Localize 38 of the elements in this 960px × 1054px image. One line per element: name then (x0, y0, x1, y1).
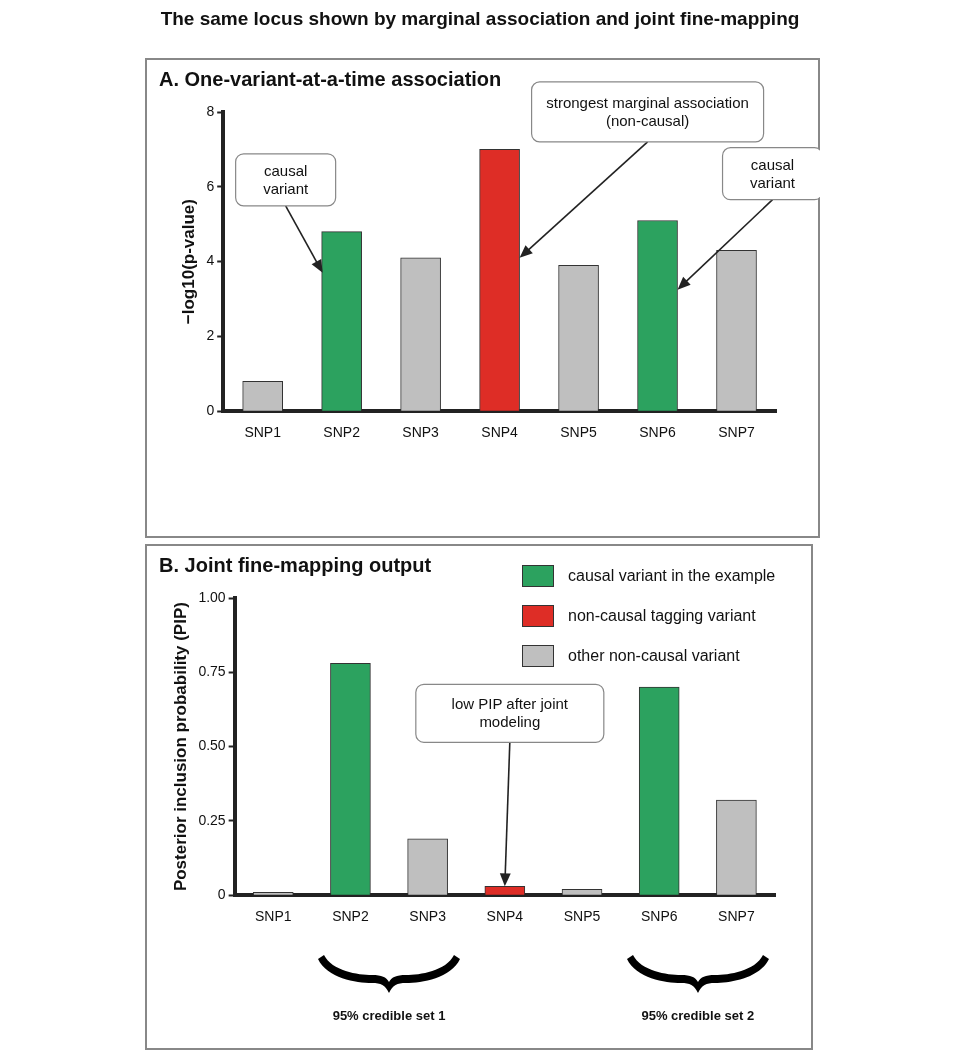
x-tick-label: SNP3 (409, 908, 447, 925)
y-tick-label: 0.75 (198, 663, 226, 680)
legend-label: causal variant in the example (568, 567, 776, 585)
y-tick-label: 4 (206, 252, 215, 269)
chart-subtitle: A. One-variant-at-a-time association (159, 68, 502, 91)
x-tick-label: SNP6 (640, 908, 678, 925)
x-tick-label: SNP6 (639, 424, 677, 441)
y-tick-label: 0 (217, 886, 226, 903)
y-tick-label: 0.25 (198, 811, 226, 828)
x-tick-label: SNP7 (718, 908, 755, 925)
y-axis-title: −log10(p-value) (178, 199, 198, 325)
x-tick-label: SNP7 (718, 424, 756, 441)
annotation: strongest marginal association (non-causal) (545, 93, 750, 130)
y-axis-title: Posterior inclusion probability (PIP) (170, 602, 190, 892)
chart-title: The same locus shown by marginal association and joint fine-mapping (159, 8, 801, 30)
x-tick-label: SNP2 (323, 424, 361, 441)
annotation: causal variant (749, 155, 797, 192)
annotation: causal variant (262, 161, 310, 198)
text: 95% credible set 1 (331, 1008, 447, 1023)
x-tick-label: SNP4 (481, 424, 519, 441)
x-tick-label: SNP1 (254, 908, 292, 925)
x-tick-label: SNP2 (332, 908, 369, 925)
chart-title: B. Joint fine-mapping output (159, 554, 432, 577)
y-tick-label: 2 (206, 327, 215, 344)
legend-label: non-causal tagging variant (568, 607, 756, 625)
x-tick-label: SNP1 (244, 424, 282, 441)
x-tick-label: SNP3 (402, 424, 440, 441)
y-tick-label: 0 (206, 402, 215, 419)
y-tick-label: 1.00 (198, 588, 226, 605)
legend-label: other non-causal variant (568, 647, 740, 665)
x-tick-label: SNP5 (563, 908, 601, 925)
x-tick-label: SNP4 (486, 908, 524, 925)
annotation: low PIP after joint modeling (450, 695, 570, 732)
y-tick-label: 0.50 (198, 737, 226, 754)
text: 95% credible set 2 (640, 1008, 756, 1023)
y-tick-label: 6 (206, 177, 215, 194)
x-tick-label: SNP5 (560, 424, 598, 441)
y-tick-label: 8 (206, 102, 215, 119)
